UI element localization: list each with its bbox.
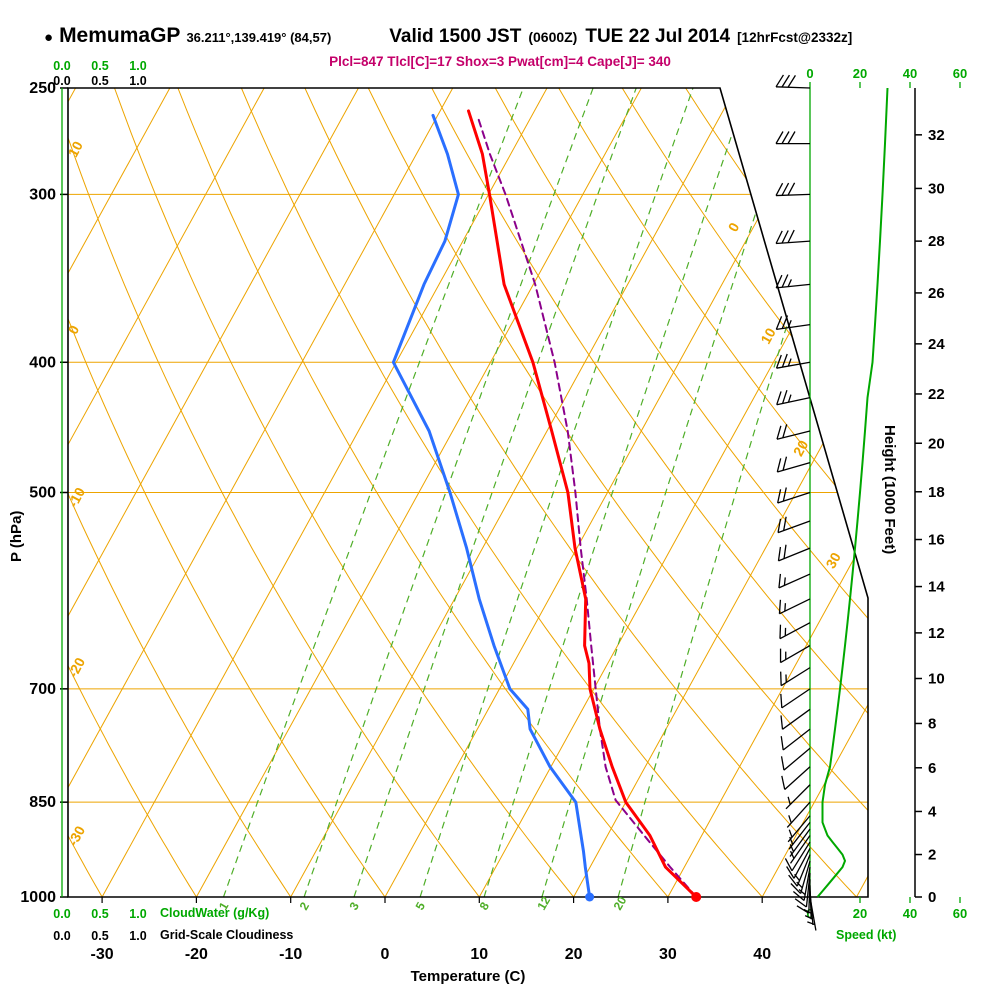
svg-text:60: 60 — [953, 906, 967, 921]
svg-text:0: 0 — [806, 66, 813, 81]
svg-text:18: 18 — [928, 484, 945, 501]
svg-text:22: 22 — [928, 386, 945, 403]
svg-text:250: 250 — [29, 80, 56, 97]
pressure-gridlines — [68, 88, 868, 897]
parcel-curve — [476, 114, 698, 898]
svg-text:1.0: 1.0 — [129, 929, 146, 943]
svg-text:20: 20 — [928, 435, 945, 452]
svg-text:20: 20 — [790, 437, 812, 459]
svg-text:20: 20 — [853, 66, 867, 81]
svg-text:24: 24 — [928, 336, 945, 353]
svg-text:12: 12 — [928, 625, 945, 642]
svg-text:60: 60 — [953, 66, 967, 81]
svg-text:1.0: 1.0 — [129, 74, 146, 88]
svg-text:10: 10 — [757, 325, 779, 347]
svg-text:2: 2 — [928, 847, 936, 864]
svg-text:-10: -10 — [279, 946, 302, 963]
svg-text:40: 40 — [903, 66, 917, 81]
svg-text:40: 40 — [903, 906, 917, 921]
cloud-scale-axis: 0.00.00.00.00.50.50.50.51.01.01.01.0 — [53, 59, 146, 943]
svg-text:0.5: 0.5 — [91, 929, 108, 943]
station-name: MemumaGP — [59, 24, 181, 47]
plot-frame — [67, 87, 869, 898]
station-coords: 36.211°,139.419° (84,57) — [186, 30, 332, 45]
mixing-ratio-lines — [222, 88, 868, 897]
temperature-axis-label: Temperature (C) — [410, 968, 526, 985]
pressure-axis-label: P (hPa) — [8, 510, 25, 562]
svg-text:30: 30 — [659, 946, 677, 963]
cloudwater-legend: CloudWater (g/Kg) — [160, 906, 270, 920]
svg-text:28: 28 — [928, 233, 945, 250]
svg-text:12: 12 — [534, 894, 553, 913]
svg-text:8: 8 — [928, 715, 936, 732]
dewpoint-curve — [391, 113, 592, 899]
svg-text:0.5: 0.5 — [91, 74, 108, 88]
svg-text:26: 26 — [928, 285, 945, 302]
svg-text:0: 0 — [725, 220, 743, 235]
svg-text:-20: -20 — [185, 946, 208, 963]
svg-text:32: 32 — [928, 127, 945, 144]
svg-text:0: 0 — [928, 889, 936, 906]
svg-text:3: 3 — [346, 899, 362, 912]
svg-text:1.0: 1.0 — [129, 59, 146, 73]
svg-text:850: 850 — [29, 794, 56, 811]
valid-date: TUE 22 Jul 2014 — [585, 26, 731, 47]
temperature-curve — [467, 109, 698, 899]
svg-text:1000: 1000 — [20, 889, 56, 906]
svg-text:30: 30 — [822, 549, 844, 571]
cloudiness-legend: Grid-Scale Cloudiness — [160, 928, 294, 942]
height-axis-label: Height (1000 Feet) — [881, 425, 898, 555]
svg-text:700: 700 — [29, 681, 56, 698]
svg-text:20: 20 — [611, 894, 630, 913]
background-grid — [68, 88, 868, 897]
svg-text:2: 2 — [297, 899, 313, 912]
svg-text:20: 20 — [853, 906, 867, 921]
svg-text:0.0: 0.0 — [53, 59, 70, 73]
surface-temperature-dot — [691, 892, 702, 902]
svg-text:0: 0 — [381, 946, 390, 963]
surface-dewpoint-dot — [585, 892, 595, 902]
svg-text:10: 10 — [65, 138, 87, 159]
svg-text:6: 6 — [928, 760, 936, 777]
svg-text:10: 10 — [928, 671, 945, 688]
svg-text:16: 16 — [928, 532, 945, 549]
stability-indices: Plcl=847 Tlcl[C]=17 Shox=3 Pwat[cm]=4 Ca… — [329, 54, 671, 69]
svg-text:0.0: 0.0 — [53, 907, 70, 921]
svg-text:300: 300 — [29, 186, 56, 203]
header: ● MemumaGP 36.211°,139.419° (84,57) Vali… — [44, 24, 852, 48]
forecast-tag: [12hrFcst@2332z] — [737, 30, 853, 45]
valid-time: Valid 1500 JST — [389, 26, 522, 47]
valid-utc: (0600Z) — [528, 29, 578, 45]
svg-text:0.5: 0.5 — [91, 907, 108, 921]
svg-text:5: 5 — [413, 899, 429, 912]
svg-text:40: 40 — [753, 946, 771, 963]
wind-barbs — [775, 74, 817, 931]
isotherms — [68, 88, 868, 897]
svg-text:-30: -30 — [91, 946, 114, 963]
speed-curve — [816, 87, 889, 898]
svg-text:0: 0 — [806, 906, 813, 921]
svg-text:0.0: 0.0 — [53, 74, 70, 88]
svg-text:500: 500 — [29, 485, 56, 502]
temperature-axis: -30 -20 -10 0 10 20 30 40 — [91, 897, 771, 963]
svg-text:0.0: 0.0 — [53, 929, 70, 943]
svg-text:4: 4 — [928, 803, 937, 820]
svg-text:30: 30 — [928, 180, 945, 197]
svg-text:10: 10 — [470, 946, 488, 963]
speed-axis-label: Speed (kt) — [836, 928, 897, 942]
pressure-axis: 250 300 400 500 700 850 1000 — [20, 80, 68, 906]
svg-text:1.0: 1.0 — [129, 907, 146, 921]
isotherm-labels: 0 10 20 30 — [725, 220, 844, 571]
svg-text:14: 14 — [928, 579, 945, 596]
svg-text:20: 20 — [565, 946, 583, 963]
station-marker-dot: ● — [44, 29, 54, 46]
svg-text:400: 400 — [29, 354, 56, 371]
svg-text:0.5: 0.5 — [91, 59, 108, 73]
